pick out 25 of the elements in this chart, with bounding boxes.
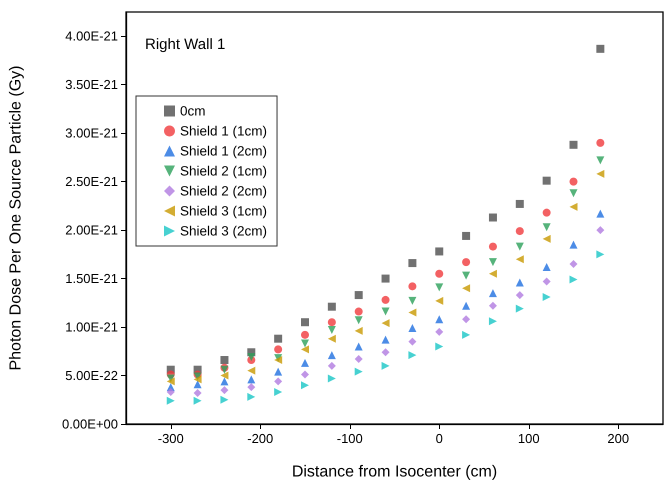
x-tick-label: -300 <box>158 431 184 446</box>
y-axis-title: Photon Dose Per One Source Particle (Gy) <box>8 65 24 371</box>
x-tick-label: -200 <box>247 431 274 446</box>
legend-label: Shield 3 (1cm) <box>180 204 268 218</box>
y-tick-label: 3.50E-21 <box>65 77 118 92</box>
legend-label: Shield 1 (2cm) <box>180 144 268 158</box>
legend-label: Shield 2 (1cm) <box>180 164 268 178</box>
y-tick-label: 2.00E-21 <box>65 222 118 238</box>
y-tick-label: 1.50E-21 <box>65 271 118 286</box>
x-tick-label: 200 <box>607 431 630 446</box>
x-tick-label: -100 <box>336 431 363 446</box>
x-tick-label: 100 <box>518 431 540 446</box>
legend-label: Shield 2 (2cm) <box>180 184 268 198</box>
y-tick-label: 3.00E-21 <box>65 126 118 141</box>
y-tick-label: 0.00E+00 <box>62 416 118 432</box>
y-tick-label: 2.50E-21 <box>65 174 118 190</box>
y-tick-label: 5.00E-22 <box>65 368 118 384</box>
x-axis-title: Distance from Isocenter (cm) <box>292 464 498 480</box>
legend-label: Shield 3 (2cm) <box>180 224 268 238</box>
x-tick-label: 0 <box>436 431 443 446</box>
y-tick-label: 4.00E-21 <box>65 28 118 44</box>
annotation: Right Wall 1 <box>145 36 226 53</box>
legend-label: 0cm <box>180 104 206 118</box>
legend-label: Shield 1 (1cm) <box>180 124 268 138</box>
y-tick-label: 1.00E-21 <box>65 320 118 335</box>
